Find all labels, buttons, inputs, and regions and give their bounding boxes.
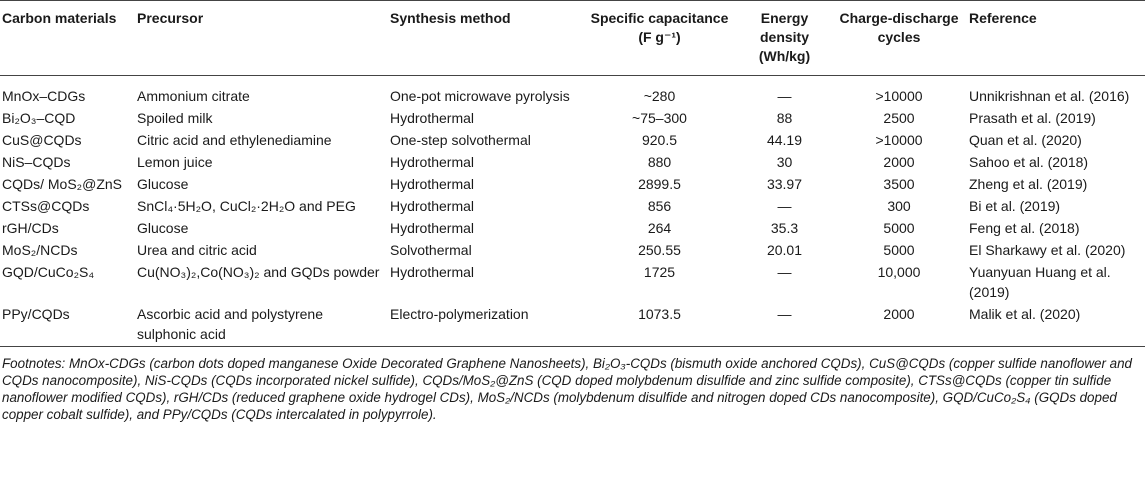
- table-row: NiS–CQDs Lemon juice Hydrothermal 880 30 2000…: [0, 151, 1145, 173]
- table-cell: 5000: [883, 220, 915, 236]
- table-cell: Hydrothermal: [390, 110, 475, 126]
- table-cell: One-pot microwave pyrolysis: [390, 88, 570, 104]
- table-cell: Unnikrishnan et al. (2016): [969, 88, 1130, 104]
- table-row: Bi₂O₃–CQD Spoiled milk Hydrothermal ~75–300…: [0, 107, 1145, 129]
- table-cell: Electro-polymerization: [388, 303, 583, 347]
- table-cell: 880: [647, 154, 672, 170]
- column-header: Energy density (Wh/kg): [738, 0, 833, 76]
- table-cell: 35.3: [770, 220, 799, 236]
- table-cell: ~75–300: [632, 110, 687, 126]
- table-cell: 2000: [883, 154, 915, 170]
- table-cell: Citric acid and ethylenediamine: [137, 132, 332, 148]
- table-cell: MoS₂/NCDs: [2, 242, 78, 258]
- table-cell: 5000: [883, 242, 915, 258]
- table-row: CQDs/ MoS₂@ZnS Glucose Hydrothermal 2899.5 3…: [0, 173, 1145, 195]
- table-cell: Glucose: [137, 220, 189, 236]
- table-cell: Yuanyuan Huang et al. (2019): [969, 264, 1111, 300]
- table-cell: 300: [887, 198, 911, 214]
- table-cell: —: [777, 264, 792, 280]
- table-cell: Quan et al. (2020): [969, 132, 1082, 148]
- table-cell: 250.55: [638, 242, 681, 258]
- table-cell: 920.5: [641, 132, 678, 148]
- table-cell: Hydrothermal: [390, 264, 475, 280]
- table-row: rGH/CDs Glucose Hydrothermal 264 35.3 5000 Fen…: [0, 217, 1145, 239]
- table-cell: Spoiled milk: [137, 110, 213, 126]
- table-cell: Hydrothermal: [390, 176, 475, 192]
- table-row: MnOx–CDGs Ammonium citrate One-pot microwa…: [0, 76, 1145, 108]
- table-cell: 30: [776, 154, 793, 170]
- table-cell: Cu(NO₃)₂,Co(NO₃)₂ and GQDs powder: [137, 264, 380, 280]
- table-cell: 1725: [643, 264, 676, 280]
- table-cell: MnOx–CDGs: [2, 88, 86, 104]
- table-cell: —: [777, 88, 792, 104]
- table-cell: —: [738, 303, 833, 347]
- table-cell: Hydrothermal: [390, 154, 475, 170]
- table-cell: 20.01: [766, 242, 803, 258]
- table-cell: CTSs@CQDs: [2, 198, 90, 214]
- table-cell: CuS@CQDs: [2, 132, 82, 148]
- table-row: CTSs@CQDs SnCl₄·5H₂O, CuCl₂·2H₂O and PEG H…: [0, 195, 1145, 217]
- table-cell: Prasath et al. (2019): [969, 110, 1096, 126]
- table-cell: 10,000: [877, 264, 921, 280]
- column-header: Reference: [967, 0, 1145, 76]
- column-header: Precursor: [135, 0, 388, 76]
- table-cell: Lemon juice: [137, 154, 213, 170]
- table-cell: SnCl₄·5H₂O, CuCl₂·2H₂O and PEG: [137, 198, 356, 214]
- table-cell: Solvothermal: [390, 242, 472, 258]
- table-cell: One-step solvothermal: [390, 132, 531, 148]
- table-body: MnOx–CDGs Ammonium citrate One-pot microwa…: [0, 76, 1145, 347]
- table-cell: Zheng et al. (2019): [969, 176, 1088, 192]
- table-cell: El Sharkawy et al. (2020): [969, 242, 1126, 258]
- table-cell: Hydrothermal: [390, 198, 475, 214]
- table-cell: 264: [647, 220, 672, 236]
- table-cell: 88: [776, 110, 793, 126]
- table-cell: PPy/CQDs: [0, 303, 135, 347]
- table-cell: GQD/CuCo₂S₄: [2, 264, 95, 280]
- table-cell: Bi et al. (2019): [969, 198, 1061, 214]
- table-cell: Feng et al. (2018): [969, 220, 1080, 236]
- table-cell: 44.19: [766, 132, 803, 148]
- column-header: Charge-discharge cycles: [833, 0, 967, 76]
- column-header: Specific capacitance (F g⁻¹): [583, 0, 738, 76]
- header-row: Carbon materials Precursor Synthesis metho…: [0, 0, 1145, 76]
- table-cell: 3500: [883, 176, 915, 192]
- table-cell: Ascorbic acid and polystyrene sulphonic …: [135, 303, 388, 347]
- table-cell: Bi₂O₃–CQD: [2, 110, 76, 126]
- column-header: Synthesis method: [388, 0, 583, 76]
- table-cell: 2500: [883, 110, 915, 126]
- table-cell: rGH/CDs: [2, 220, 59, 236]
- table-cell: Sahoo et al. (2018): [969, 154, 1089, 170]
- table-cell: 856: [647, 198, 672, 214]
- table-cell: 1073.5: [583, 303, 738, 347]
- table-cell: ~280: [643, 88, 676, 104]
- table-cell: 33.97: [766, 176, 803, 192]
- table-row: MoS₂/NCDs Urea and citric acid Solvotherma…: [0, 239, 1145, 261]
- table-cell: Urea and citric acid: [137, 242, 257, 258]
- table-cell: 2000: [833, 303, 967, 347]
- table-cell: >10000: [875, 132, 923, 148]
- table-cell: —: [777, 198, 792, 214]
- table-cell: Hydrothermal: [390, 220, 475, 236]
- data-table: Carbon materials Precursor Synthesis metho…: [0, 0, 1145, 347]
- table-row: PPy/CQDs Ascorbic acid and polystyrene su…: [0, 303, 1145, 347]
- footnote: Footnotes: MnOx-CDGs (carbon dots doped …: [2, 356, 1133, 422]
- table-cell: >10000: [875, 88, 923, 104]
- table-cell: CQDs/ MoS₂@ZnS: [2, 176, 122, 192]
- table-cell: 2899.5: [638, 176, 681, 192]
- table-cell: Ammonium citrate: [137, 88, 250, 104]
- table-cell: Malik et al. (2020): [967, 303, 1145, 347]
- table-row: GQD/CuCo₂S₄ Cu(NO₃)₂,Co(NO₃)₂ and GQDs po…: [0, 261, 1145, 303]
- table-cell: Glucose: [137, 176, 189, 192]
- table-cell: NiS–CQDs: [2, 154, 71, 170]
- table-row: CuS@CQDs Citric acid and ethylenediamine O…: [0, 129, 1145, 151]
- column-header: Carbon materials: [0, 0, 135, 76]
